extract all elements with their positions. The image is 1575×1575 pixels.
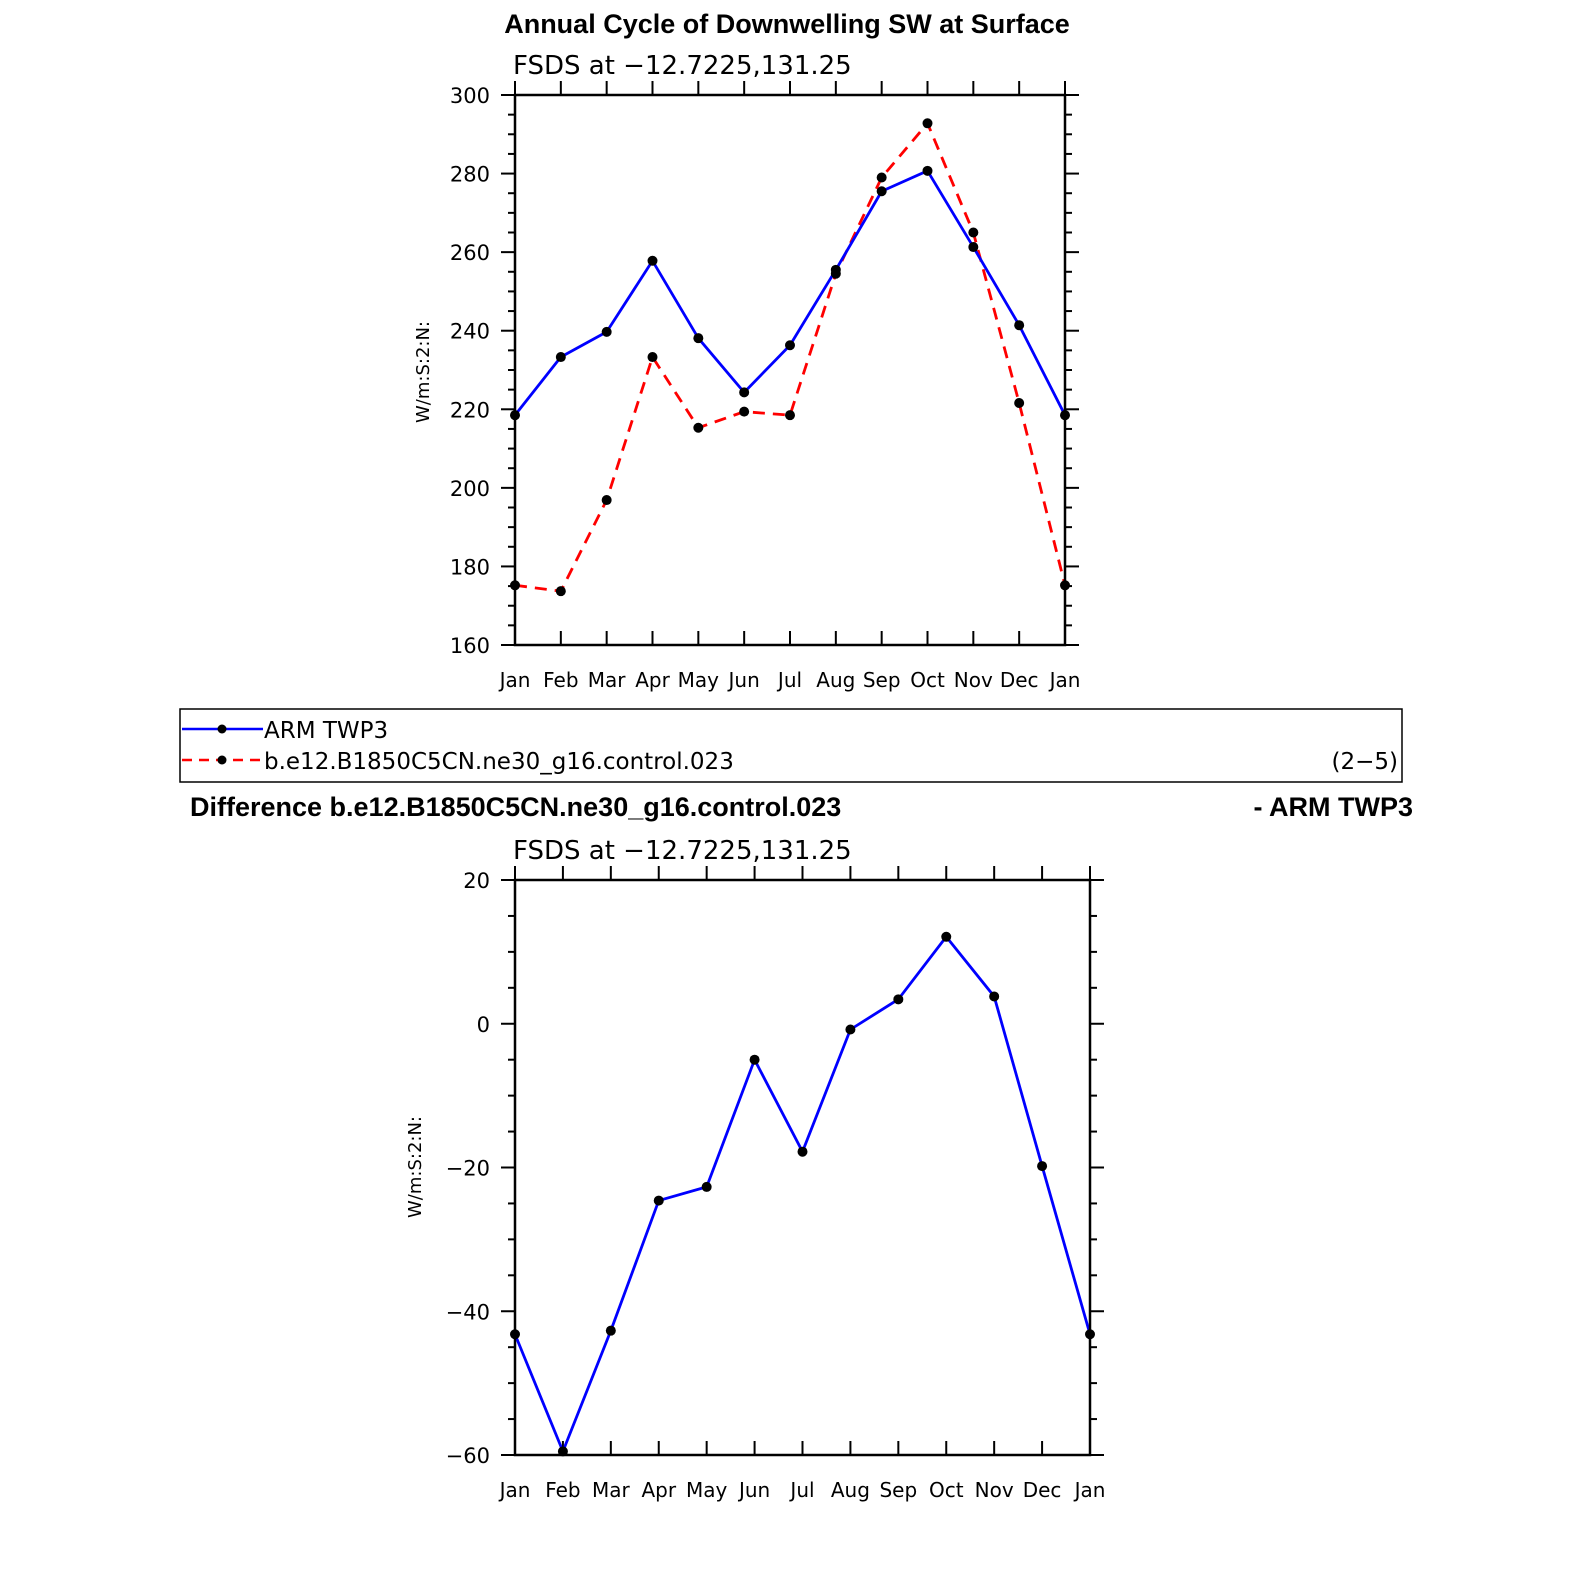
y-tick-label: 20: [463, 869, 490, 893]
difference-plot-frame: [513, 878, 1092, 1457]
x-tick-label: Jun: [737, 1478, 770, 1502]
legend-marker-arm: [217, 724, 227, 734]
x-tick-label: Jan: [1073, 1478, 1106, 1502]
y-tick-label: −60: [446, 1444, 490, 1468]
plot-frame: [513, 93, 1067, 647]
data-point-series-1: [785, 410, 795, 421]
annual-cycle-chart: Annual Cycle of Downwelling SW at Surfac…: [413, 9, 1080, 692]
y-tick-label: −40: [446, 1300, 490, 1324]
axis-ticks: Jan Feb Mar Apr May Jun Jul Aug Sep Oct Nov Dec Jan 1…: [450, 81, 1081, 692]
x-tick-label: Jul: [776, 668, 802, 692]
difference-title-right: - ARM TWP3: [1254, 792, 1413, 822]
data-point-series-0: [941, 931, 952, 942]
y-tick-label: 240: [450, 320, 490, 344]
y-axis-label: W/m:S:2:N:: [413, 321, 434, 423]
x-tick-label: Jan: [1048, 668, 1081, 692]
difference-title-left: Difference b.e12.B1850C5CN.ne30_g16.cont…: [190, 792, 841, 822]
data-point-series-0: [749, 1054, 760, 1065]
legend-box: [179, 708, 1403, 783]
data-point-series-0: [893, 994, 904, 1005]
data-point-series-0: [785, 340, 795, 351]
x-tick-label: Nov: [975, 1478, 1014, 1502]
x-tick-label: Dec: [1023, 1478, 1062, 1502]
y-tick-label: 220: [450, 398, 490, 422]
legend-page-label: (2−5): [1332, 749, 1398, 775]
y-tick-label: 0: [477, 1013, 490, 1037]
data-point-series-0: [601, 326, 612, 337]
data-point-series-0: [989, 991, 1000, 1002]
legend: ARM TWP3 b.e12.B1850C5CN.ne30_g16.contro…: [179, 708, 1403, 783]
x-tick-label: Apr: [641, 1478, 676, 1502]
data-point-series-1: [876, 172, 887, 183]
data-point-series-0: [968, 242, 979, 253]
difference-subtitle: FSDS at −12.7225,131.25: [513, 836, 852, 866]
x-tick-label: Mar: [588, 668, 627, 692]
x-tick-label: Jan: [498, 1478, 531, 1502]
data-point-series-0: [845, 1024, 856, 1035]
legend-label-arm: ARM TWP3: [264, 718, 388, 744]
x-tick-label: Nov: [954, 668, 993, 692]
data-point-series-0: [653, 1195, 664, 1206]
data-point-series-0: [1037, 1161, 1048, 1172]
data-point-series-1: [968, 227, 979, 238]
x-tick-label: May: [678, 668, 720, 692]
x-tick-label: Sep: [863, 668, 901, 692]
x-tick-label: May: [686, 1478, 728, 1502]
data-point-series-1: [555, 586, 566, 597]
x-tick-label: Aug: [816, 668, 855, 692]
legend-marker-model: [217, 755, 227, 765]
x-tick-label: Jun: [727, 668, 760, 692]
data-point-series-1: [922, 118, 933, 129]
x-tick-label: Jan: [498, 668, 531, 692]
x-tick-label: Jul: [788, 1478, 814, 1502]
data-point-series-0: [797, 1146, 808, 1157]
data-point-series-1: [647, 352, 658, 363]
data-point-series-1: [601, 495, 612, 506]
x-tick-label: Sep: [879, 1478, 917, 1502]
y-tick-label: −20: [446, 1157, 490, 1181]
series-line-1: [514, 121, 1067, 593]
difference-plot-area: [510, 931, 1095, 1457]
data-point-series-0: [739, 387, 750, 398]
data-point-series-1: [739, 406, 750, 417]
data-point-series-0: [701, 1181, 712, 1192]
data-point-series-1: [1014, 398, 1025, 408]
data-point-series-0: [876, 186, 887, 197]
x-tick-label: Feb: [543, 668, 578, 692]
legend-label-model: b.e12.B1850C5CN.ne30_g16.control.023: [264, 749, 734, 775]
y-tick-label: 280: [450, 163, 490, 187]
data-point-series-0: [1014, 320, 1025, 331]
data-point-series-0: [693, 333, 704, 344]
data-point-series-0: [830, 264, 841, 275]
y-tick-label: 180: [450, 555, 490, 579]
data-point-series-0: [647, 255, 658, 266]
x-tick-label: Mar: [592, 1478, 631, 1502]
x-tick-label: Apr: [635, 668, 670, 692]
x-tick-label: Feb: [545, 1478, 580, 1502]
series-line-0: [513, 169, 1067, 417]
plot-area: [510, 118, 1070, 597]
series-line-0: [513, 935, 1092, 1453]
difference-axis-ticks: Jan Feb Mar Apr May Jun Jul Aug Sep Oct Nov Dec Jan−…: [446, 866, 1106, 1502]
chart-subtitle: FSDS at −12.7225,131.25: [513, 51, 852, 81]
data-point-series-0: [555, 352, 566, 363]
data-point-series-0: [922, 165, 933, 176]
chart-title: Annual Cycle of Downwelling SW at Surfac…: [504, 9, 1070, 39]
y-tick-label: 160: [450, 634, 490, 658]
x-tick-label: Oct: [929, 1478, 964, 1502]
x-tick-label: Dec: [1000, 668, 1039, 692]
y-tick-label: 300: [450, 84, 490, 108]
x-tick-label: Aug: [831, 1478, 870, 1502]
difference-chart: Difference b.e12.B1850C5CN.ne30_g16.cont…: [190, 792, 1413, 1502]
data-point-series-0: [605, 1325, 616, 1336]
y-tick-label: 260: [450, 241, 490, 265]
difference-y-axis-label: W/m:S:2:N:: [405, 1116, 426, 1218]
y-tick-label: 200: [450, 477, 490, 501]
data-point-series-1: [693, 422, 704, 433]
x-tick-label: Oct: [910, 668, 945, 692]
